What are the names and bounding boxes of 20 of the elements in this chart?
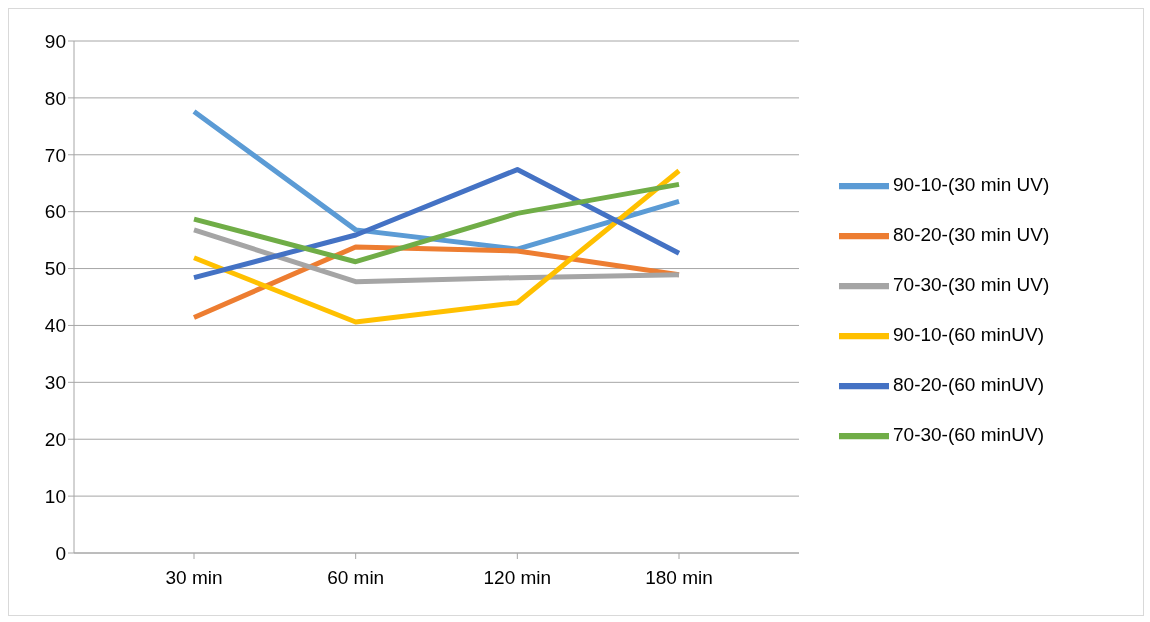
y-tick-label: 60: [44, 201, 66, 223]
x-tick-label: 30 min: [165, 567, 223, 589]
legend-label: 80-20-(60 minUV): [893, 374, 1044, 396]
y-tick-label: 10: [44, 485, 66, 507]
legend-label: 80-20-(30 min UV): [893, 224, 1050, 246]
y-tick-label: 0: [55, 542, 66, 564]
x-tick-label: 180 min: [645, 567, 713, 589]
y-tick-label: 50: [44, 258, 66, 280]
y-tick-label: 90: [44, 30, 66, 52]
y-tick-label: 30: [44, 372, 66, 394]
legend-label: 90-10-(30 min UV): [893, 174, 1050, 196]
legend-label: 70-30-(30 min UV): [893, 274, 1050, 296]
y-tick-label: 80: [44, 87, 66, 109]
y-tick-label: 70: [44, 144, 66, 166]
y-tick-label: 20: [44, 428, 66, 450]
y-tick-label: 40: [44, 315, 66, 337]
legend-label: 90-10-(60 minUV): [893, 324, 1044, 346]
x-tick-label: 60 min: [327, 567, 385, 589]
x-tick-label: 120 min: [483, 567, 552, 589]
legend-label: 70-30-(60 minUV): [893, 424, 1044, 446]
